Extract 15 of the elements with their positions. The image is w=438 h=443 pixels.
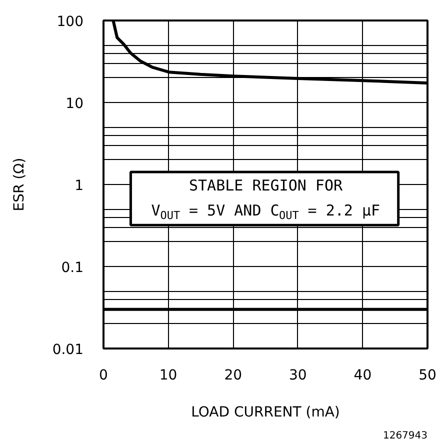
y-tick-label: 1 bbox=[74, 178, 84, 194]
x-tick-label: 10 bbox=[159, 368, 178, 384]
x-axis-title: LOAD CURRENT (mA) bbox=[191, 404, 340, 420]
y-tick-label: 100 bbox=[56, 14, 84, 30]
y-axis-title: ESR (Ω) bbox=[11, 158, 28, 212]
x-tick-label: 40 bbox=[354, 368, 372, 384]
y-tick-label: 0.1 bbox=[61, 260, 84, 276]
x-tick-label: 30 bbox=[288, 368, 307, 384]
y-tick-label: 0.01 bbox=[52, 342, 84, 358]
x-tick-label: 50 bbox=[418, 368, 436, 384]
x-tick-label: 20 bbox=[224, 368, 242, 384]
x-tick-label: 0 bbox=[99, 368, 108, 384]
y-tick-label: 10 bbox=[66, 96, 84, 112]
annotation: STABLE REGION FOR bbox=[189, 176, 344, 194]
text: 1267943 bbox=[382, 430, 428, 442]
